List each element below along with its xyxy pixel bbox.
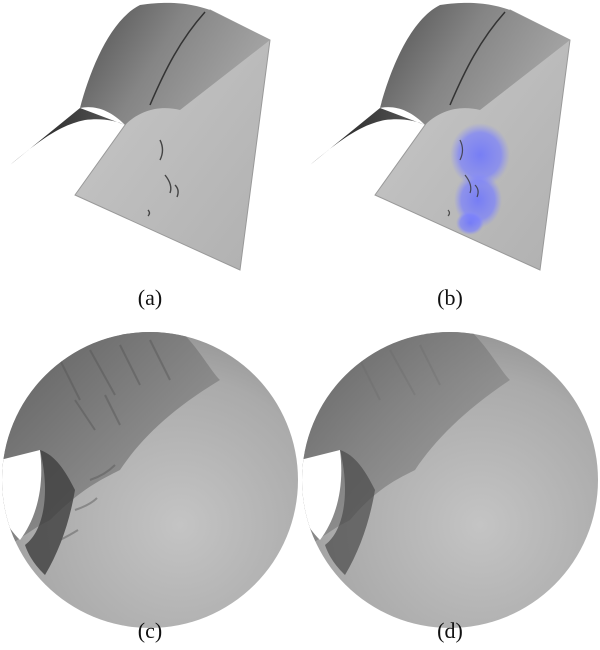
- panel-c: (c): [0, 330, 300, 642]
- panel-b: (b): [300, 0, 600, 309]
- panel-a: (a): [0, 0, 300, 309]
- panel-d: (d): [300, 330, 600, 642]
- terrain-render-a: [10, 2, 271, 271]
- caption-b: (b): [437, 285, 463, 310]
- highlight-region: [450, 123, 510, 235]
- caption-d: (d): [437, 618, 463, 643]
- close-up-disk-d: [302, 332, 598, 628]
- caption-c: (c): [137, 618, 163, 643]
- terrain-render-b: [310, 2, 571, 271]
- caption-a: (a): [137, 285, 163, 310]
- close-up-disk-c: [2, 332, 298, 628]
